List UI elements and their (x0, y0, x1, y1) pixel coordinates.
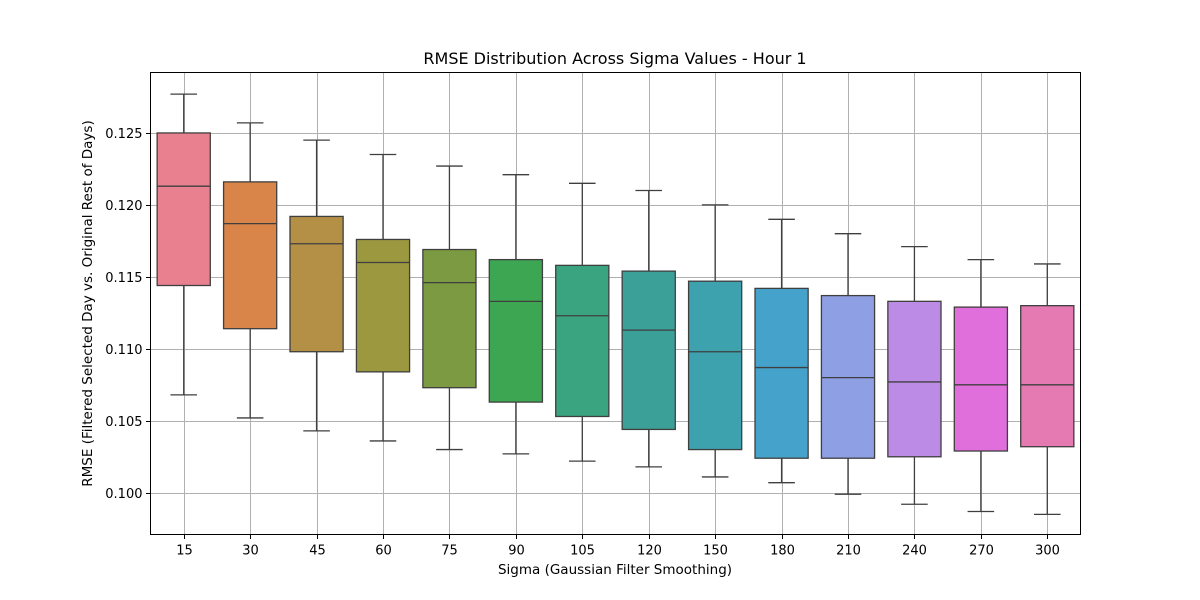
iqr-box (687, 280, 743, 451)
box-sigma-300 (1020, 263, 1075, 516)
x-tick-label: 240 (902, 544, 927, 559)
box-sigma-180 (754, 218, 809, 484)
y-tick-label: 0.105 (105, 415, 142, 430)
box-series (156, 93, 1075, 516)
iqr-box (621, 270, 676, 431)
iqr-box (887, 300, 942, 458)
box-sigma-75 (422, 165, 477, 451)
x-tick-label: 60 (375, 544, 392, 559)
iqr-box (555, 264, 610, 418)
box-sigma-15 (156, 93, 211, 396)
box-sigma-90 (488, 174, 544, 455)
box-sigma-240 (887, 245, 942, 505)
plot-frame (150, 72, 1081, 535)
x-tick-label: 120 (637, 544, 662, 559)
box-sigma-150 (687, 204, 743, 478)
x-tick-label: 45 (309, 544, 326, 559)
iqr-box (222, 181, 278, 330)
iqr-box (355, 238, 411, 373)
box-sigma-270 (953, 258, 1009, 513)
x-axis-label: Sigma (Gaussian Filter Smoothing) (498, 562, 732, 578)
y-tick-label: 0.110 (105, 343, 142, 358)
chart-title: RMSE Distribution Across Sigma Values - … (423, 49, 806, 68)
x-tick-label: 270 (969, 544, 994, 559)
iqr-box (1020, 305, 1075, 448)
y-tick-label: 0.115 (105, 271, 142, 286)
x-tick-label: 210 (836, 544, 861, 559)
box-sigma-210 (820, 233, 876, 495)
box-sigma-60 (355, 153, 411, 442)
iqr-box (289, 215, 344, 353)
x-tick-label: 105 (570, 544, 595, 559)
axis-ticks: 15 30 45 60 75 90 105 120 150 180 210 240 270 300 0.10… (105, 127, 1060, 559)
box-sigma-120 (621, 189, 676, 468)
x-tick-label: 150 (703, 544, 728, 559)
iqr-box (488, 258, 544, 403)
y-tick-label: 0.125 (105, 127, 142, 142)
box-sigma-30 (222, 122, 278, 419)
x-tick-label: 300 (1035, 544, 1060, 559)
x-tick-label: 75 (441, 544, 458, 559)
iqr-box (754, 287, 809, 459)
x-tick-label: 90 (508, 544, 525, 559)
x-tick-label: 180 (770, 544, 795, 559)
iqr-box (820, 294, 876, 459)
x-tick-label: 30 (242, 544, 259, 559)
y-tick-label: 0.120 (105, 199, 142, 214)
box-sigma-45 (289, 139, 344, 432)
box-sigma-105 (555, 182, 610, 462)
iqr-box (422, 248, 477, 389)
iqr-box (953, 306, 1009, 452)
y-tick-label: 0.100 (105, 487, 142, 502)
iqr-box (156, 132, 211, 287)
y-axis-label: RMSE (Filtered Selected Day vs. Original… (80, 120, 96, 486)
x-tick-label: 15 (176, 544, 193, 559)
